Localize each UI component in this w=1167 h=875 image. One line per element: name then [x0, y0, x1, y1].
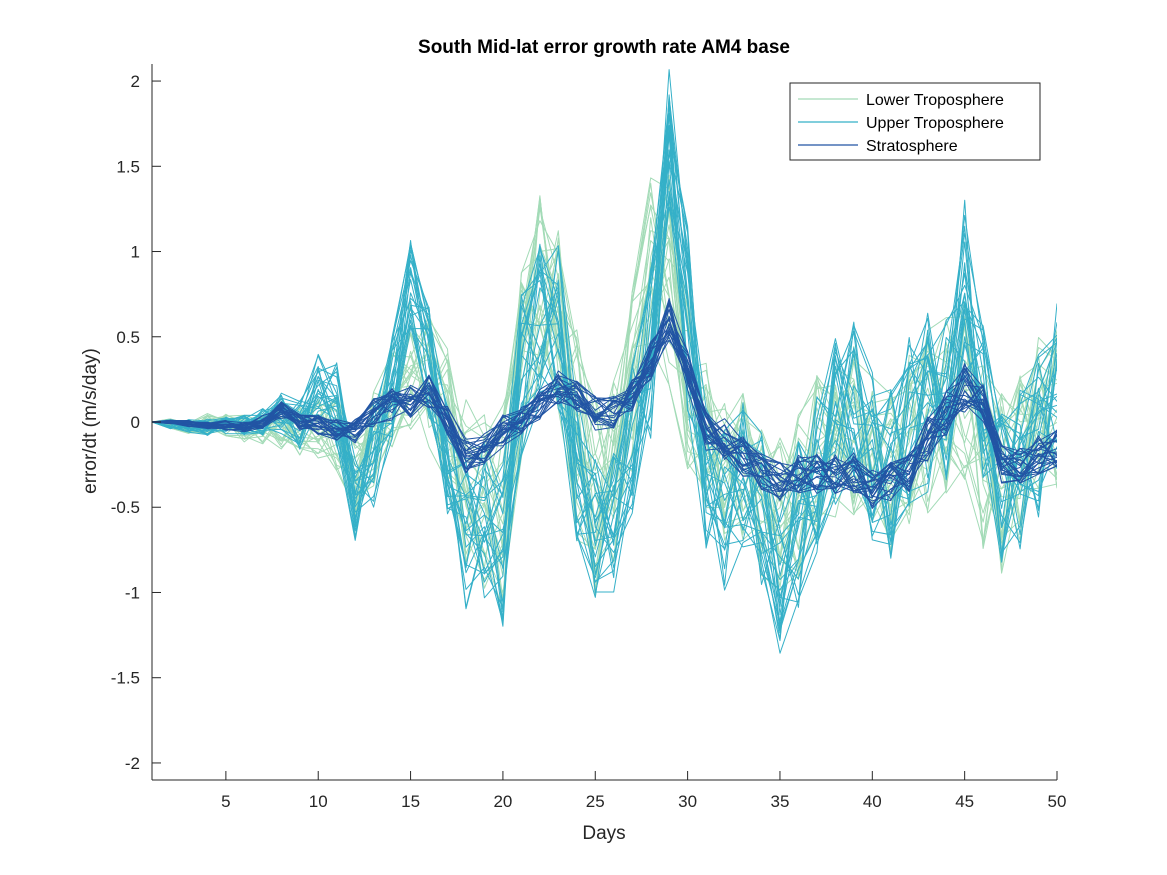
series-line-upper-24 — [152, 149, 1057, 634]
legend-label-upper-troposphere: Upper Troposphere — [866, 115, 1004, 132]
series-line-strat-22 — [152, 328, 1057, 493]
series-line-lower-24 — [152, 276, 1057, 551]
series-line-upper-18 — [152, 129, 1057, 594]
x-tick-label: 25 — [586, 792, 605, 811]
legend-label-stratosphere: Stratosphere — [866, 138, 958, 155]
series-line-strat-19 — [152, 308, 1057, 493]
legend: Lower Troposphere Upper Troposphere Stra… — [789, 82, 1041, 161]
x-tick-label: 20 — [493, 792, 512, 811]
series-line-strat-24 — [152, 330, 1057, 500]
series-line-strat-21 — [152, 319, 1057, 502]
series-lines — [152, 69, 1057, 654]
y-tick-label: -0.5 — [111, 498, 140, 517]
series-line-lower-23 — [152, 204, 1057, 579]
y-tick-label: 1 — [131, 243, 140, 262]
series-line-strat-14 — [152, 308, 1057, 488]
y-tick-label: -1 — [125, 583, 140, 602]
x-tick-label: 40 — [863, 792, 882, 811]
x-tick-label: 5 — [221, 792, 230, 811]
axes: 5 10 15 20 25 30 35 40 45 50 -2 -1.5 -1 -0.5 0 0.5 1 1.5 2 — [111, 64, 1067, 811]
y-tick-label: -2 — [125, 754, 140, 773]
x-tick-label: 15 — [401, 792, 420, 811]
x-tick-label: 10 — [309, 792, 328, 811]
x-tick-label: 50 — [1048, 792, 1067, 811]
y-tick-label: 0 — [131, 413, 140, 432]
y-tick-label: 0.5 — [116, 328, 140, 347]
series-line-strat-12 — [152, 298, 1057, 498]
series-line-strat-13 — [152, 330, 1057, 502]
series-line-upper-2 — [152, 179, 1057, 585]
x-tick-label: 45 — [955, 792, 974, 811]
y-axis-label: error/dt (m/s/day) — [80, 348, 101, 494]
y-tick-label: -1.5 — [111, 669, 140, 688]
x-axis-label: Days — [582, 823, 625, 844]
x-tick-label: 35 — [770, 792, 789, 811]
y-tick-label: 2 — [131, 72, 140, 91]
x-tick-label: 30 — [678, 792, 697, 811]
series-line-upper-23 — [152, 161, 1057, 642]
chart-title: South Mid-lat error growth rate AM4 base — [418, 37, 790, 58]
series-line-strat-20 — [152, 331, 1057, 485]
legend-label-lower-troposphere: Lower Troposphere — [866, 92, 1004, 109]
series-line-upper-22 — [152, 105, 1057, 640]
y-tick-label: 1.5 — [116, 157, 140, 176]
series-line-strat-16 — [152, 336, 1057, 504]
series-line-strat-17 — [152, 339, 1057, 491]
